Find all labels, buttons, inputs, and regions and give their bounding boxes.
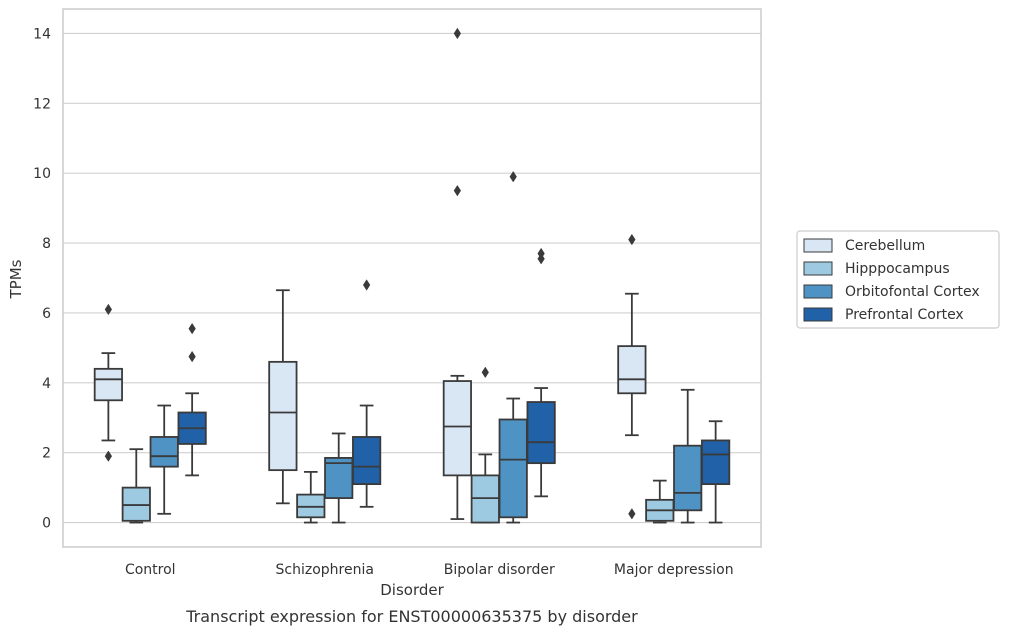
y-tick-label: 4 — [42, 376, 51, 392]
box-iqr — [149, 436, 179, 468]
box-major-depression-hipppocampus — [645, 479, 675, 524]
box-schizophrenia-orbitofontal-cortex — [324, 432, 354, 524]
x-tick-label-control: Control — [125, 562, 176, 578]
boxes-layer — [93, 27, 731, 524]
box-control-cerebellum — [93, 303, 123, 462]
legend-swatch-orbitofontal-cortex — [803, 284, 833, 299]
outlier-point — [481, 366, 489, 379]
outlier-point — [453, 184, 462, 197]
box-schizophrenia-prefrontal-cortex — [352, 279, 382, 508]
box-iqr — [701, 439, 731, 486]
grid-lines — [63, 32, 761, 524]
legend-swatch-cerebellum — [803, 238, 833, 253]
box-control-prefrontal-cortex — [177, 322, 207, 477]
box-iqr — [268, 360, 298, 472]
box-major-depression-orbitofontal-cortex — [673, 388, 703, 524]
box-major-depression-prefrontal-cortex — [701, 420, 731, 524]
outlier-point — [628, 233, 636, 246]
box-iqr — [526, 401, 556, 465]
y-tick-labels: 0 2 4 6 8 10 12 14 — [33, 26, 51, 531]
box-bipolar-disorder-orbitofontal-cortex — [498, 170, 528, 524]
outlier-point — [104, 450, 113, 462]
outlier-point — [537, 253, 545, 265]
plot-frame — [62, 8, 762, 548]
y-tick-label: 6 — [42, 306, 51, 322]
outlier-point — [509, 170, 517, 183]
x-tick-labels: Control Schizophrenia Bipolar disorder Majo… — [125, 562, 734, 578]
box-bipolar-disorder-cerebellum — [442, 27, 472, 520]
box-iqr — [617, 345, 647, 395]
box-iqr — [352, 436, 382, 486]
outlier-point — [188, 350, 196, 363]
legend-label-orbitofontal-cortex: Orbitofontal Cortex — [845, 284, 980, 300]
y-tick-label: 8 — [42, 236, 51, 252]
y-axis-label: TPMs — [7, 259, 25, 299]
legend-swatch-prefrontal-cortex — [803, 307, 833, 322]
box-control-hipppocampus — [121, 448, 151, 524]
legend-swatch-hipppocampus — [803, 261, 833, 276]
box-schizophrenia-cerebellum — [268, 289, 298, 505]
legend-label-hipppocampus: Hipppocampus — [845, 261, 950, 277]
legend-label-prefrontal-cortex: Prefrontal Cortex — [845, 307, 964, 323]
legend-frame — [796, 230, 1000, 329]
y-tick-label: 2 — [42, 446, 51, 462]
box-major-depression-cerebellum — [617, 233, 647, 520]
x-tick-label-bipolar-disorder: Bipolar disorder — [444, 562, 555, 578]
box-iqr — [442, 380, 472, 477]
box-schizophrenia-hipppocampus — [296, 470, 326, 524]
y-tick-label: 12 — [33, 96, 51, 112]
legend-label-cerebellum: Cerebellum — [845, 238, 925, 254]
box-bipolar-disorder-hipppocampus — [470, 366, 500, 524]
box-iqr — [93, 367, 123, 402]
y-tick-label: 0 — [42, 516, 51, 532]
outlier-point — [628, 508, 636, 520]
box-iqr — [498, 418, 528, 519]
outlier-point — [453, 27, 462, 40]
box-bipolar-disorder-prefrontal-cortex — [526, 247, 556, 498]
legend: Cerebellum Hipppocampus Orbitofontal Corte… — [796, 230, 1000, 329]
y-tick-label: 14 — [33, 26, 51, 42]
x-tick-label-schizophrenia: Schizophrenia — [276, 562, 374, 578]
box-iqr — [324, 457, 354, 499]
outlier-point — [104, 303, 113, 316]
outlier-point — [188, 322, 196, 335]
y-tick-label: 10 — [33, 166, 51, 182]
x-axis-label: Disorder — [380, 581, 444, 599]
box-iqr — [673, 444, 703, 512]
box-control-orbitofontal-cortex — [149, 404, 179, 515]
chart-caption: Transcript expression for ENST0000063537… — [185, 607, 638, 626]
x-tick-label-major-depression: Major depression — [614, 562, 734, 578]
outlier-point — [362, 279, 371, 291]
